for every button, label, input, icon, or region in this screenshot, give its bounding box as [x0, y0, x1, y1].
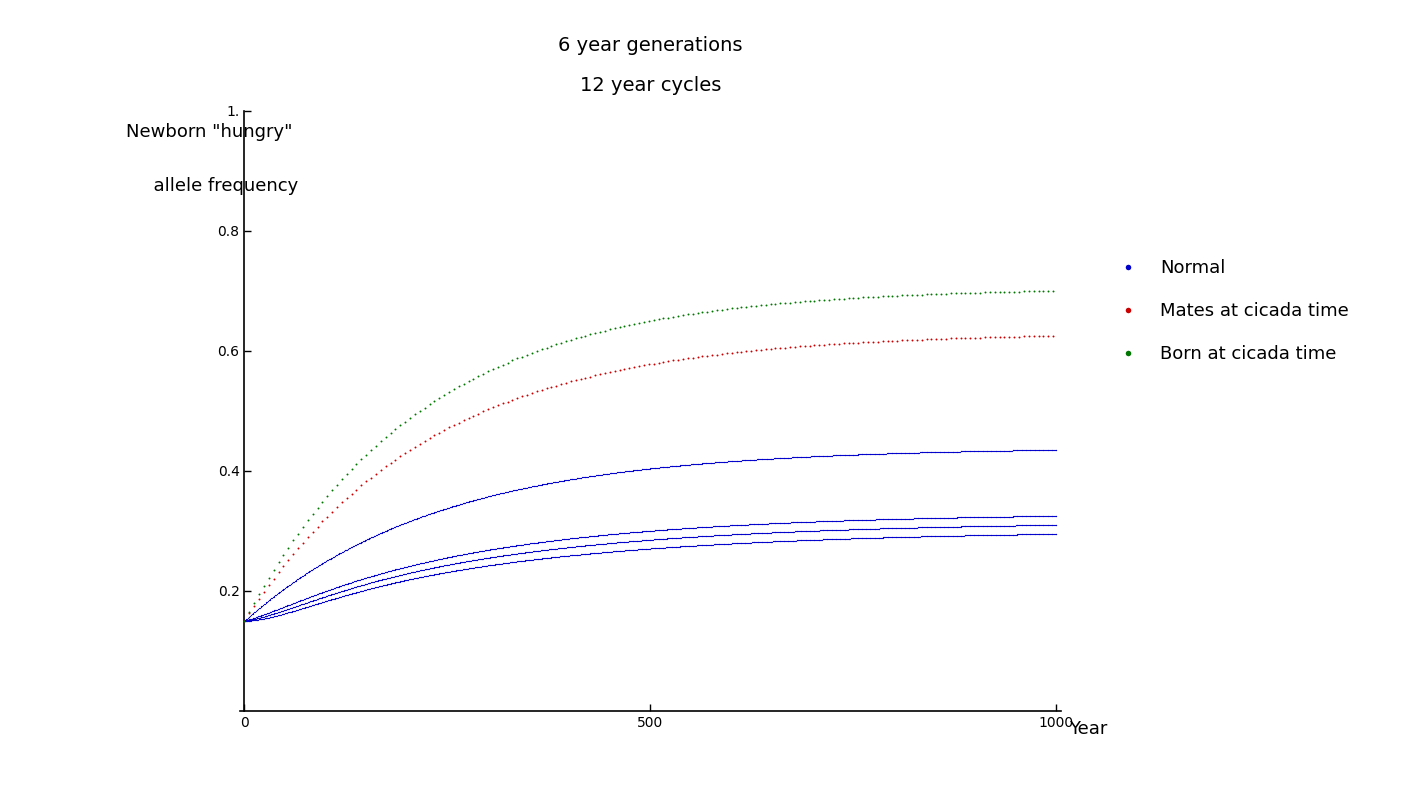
Text: allele frequency: allele frequency [141, 177, 298, 194]
Text: Year: Year [1069, 720, 1107, 738]
Text: Newborn "hungry": Newborn "hungry" [126, 122, 293, 141]
Text: 6 year generations: 6 year generations [559, 36, 742, 55]
Text: 12 year cycles: 12 year cycles [580, 76, 721, 95]
Legend: Normal, Mates at cicada time, Born at cicada time: Normal, Mates at cicada time, Born at ci… [1103, 252, 1356, 371]
